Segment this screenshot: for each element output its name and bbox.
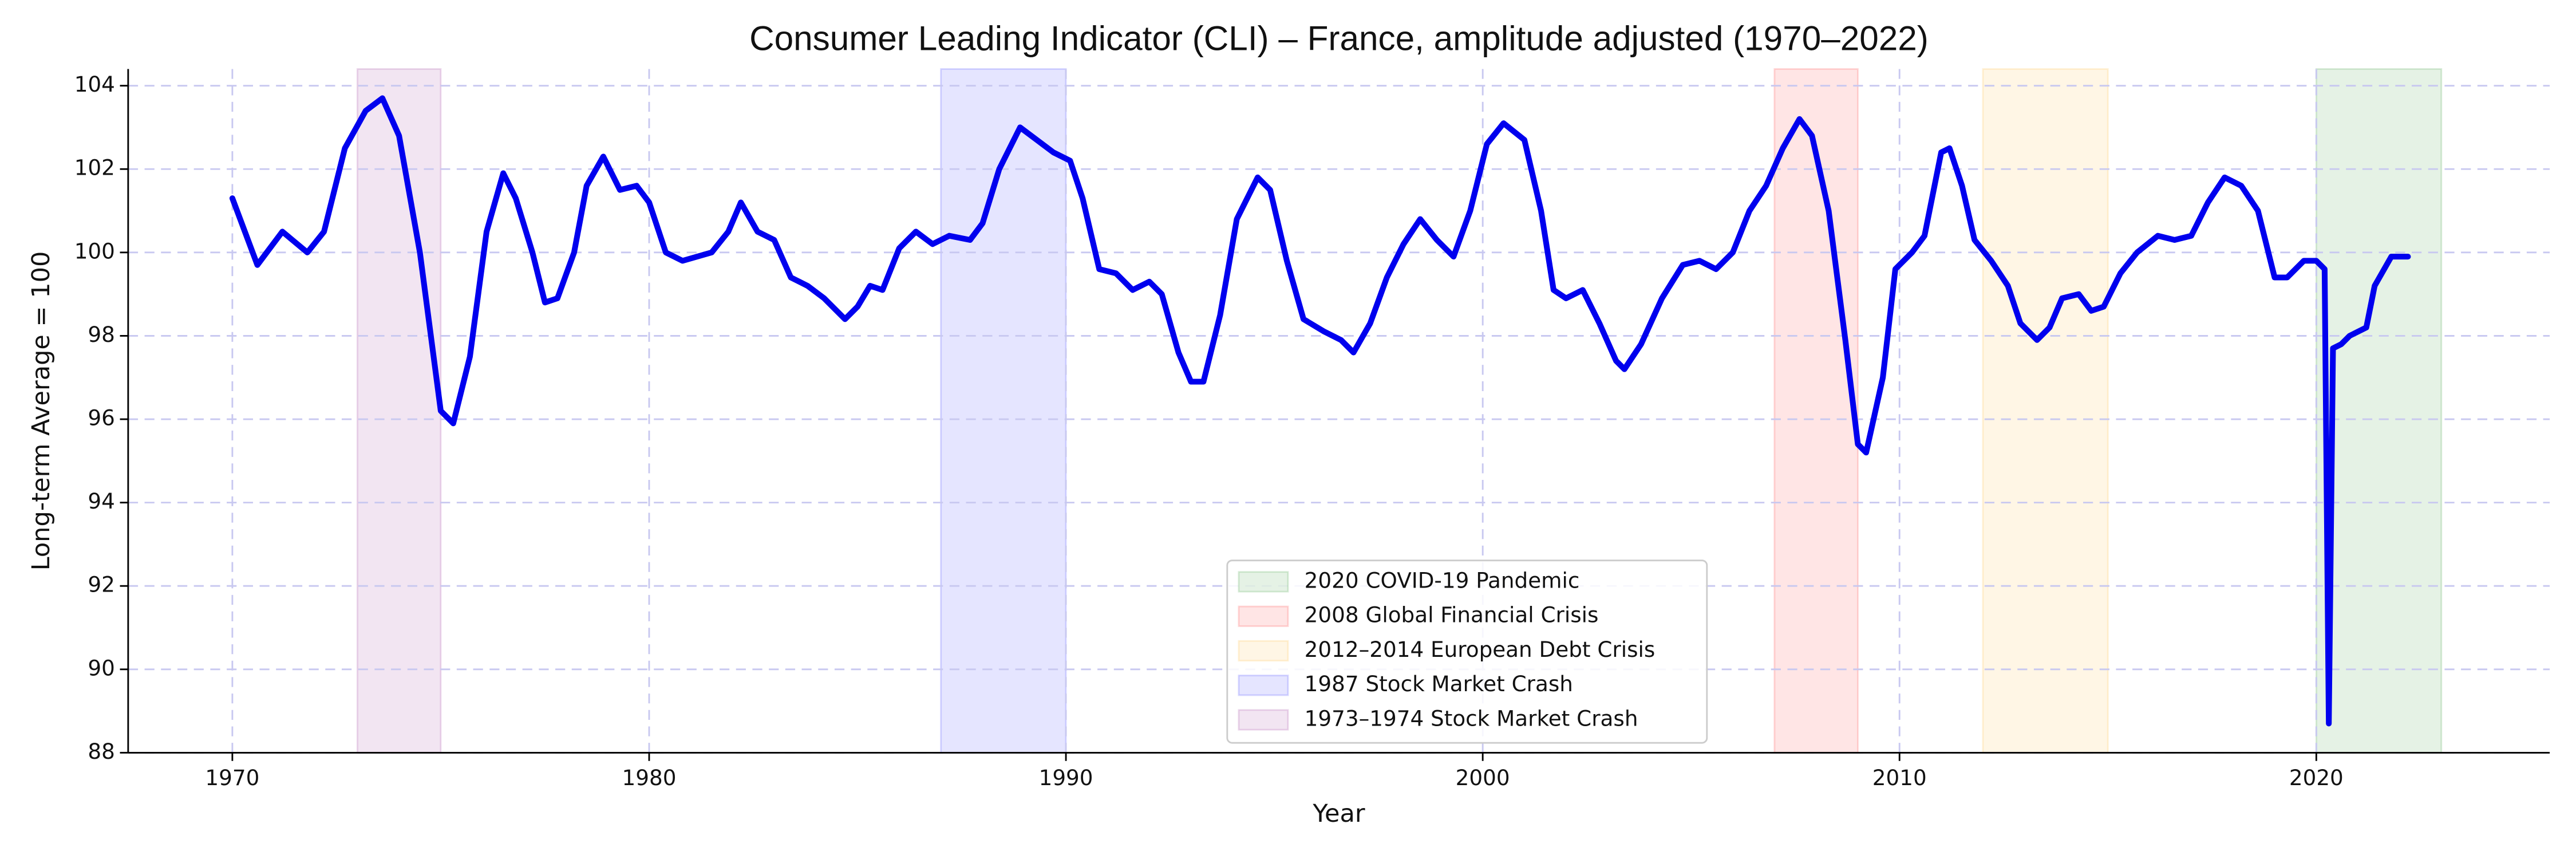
legend-label: 1987 Stock Market Crash	[1305, 671, 1573, 696]
legend-label: 1973–1974 Stock Market Crash	[1305, 706, 1638, 731]
x-tick-label: 1980	[622, 765, 677, 790]
y-tick-label: 92	[88, 572, 114, 597]
shaded-period	[940, 68, 1067, 754]
y-tick-label: 98	[88, 322, 114, 347]
legend-box	[1226, 559, 1708, 744]
y-tick-label: 100	[74, 238, 115, 263]
x-tick-label: 2000	[1456, 765, 1510, 790]
line	[229, 95, 2411, 727]
legend-label: 2008 Global Financial Crisis	[1305, 602, 1599, 628]
y-axis-label: Long-term Average = 100	[27, 251, 56, 571]
x-axis-label: Year	[1312, 799, 1365, 828]
legend-label: 2012–2014 European Debt Crisis	[1305, 637, 1656, 662]
y-tick-label: 96	[88, 405, 114, 431]
x-tick-label: 2020	[2289, 765, 2344, 790]
shaded-period	[1773, 68, 1859, 754]
x-tick-label: 2010	[1872, 765, 1927, 790]
y-tick-label: 90	[88, 655, 114, 680]
legend-swatch	[1238, 640, 1289, 662]
shaded-period	[1982, 68, 2109, 754]
y-tick-label: 88	[88, 739, 114, 764]
legend: 2020 COVID-19 Pandemic 2008 Global Financ…	[1226, 559, 1708, 744]
y-tick-label: 104	[74, 72, 115, 97]
legend-swatch	[1238, 675, 1289, 696]
y-tick-label: 102	[74, 155, 115, 180]
x-tick-label: 1990	[1039, 765, 1093, 790]
y-tick-label: 94	[88, 488, 114, 514]
legend-label: 2020 COVID-19 Pandemic	[1305, 568, 1580, 593]
legend-swatch	[1238, 571, 1289, 593]
legend-swatch	[1238, 605, 1289, 627]
shaded-period	[2315, 68, 2443, 754]
x-tick-label: 1970	[205, 765, 259, 790]
shaded-period	[356, 68, 442, 754]
legend-swatch	[1238, 709, 1289, 731]
chart-title: Consumer Leading Indicator (CLI) – Franc…	[749, 19, 1929, 58]
